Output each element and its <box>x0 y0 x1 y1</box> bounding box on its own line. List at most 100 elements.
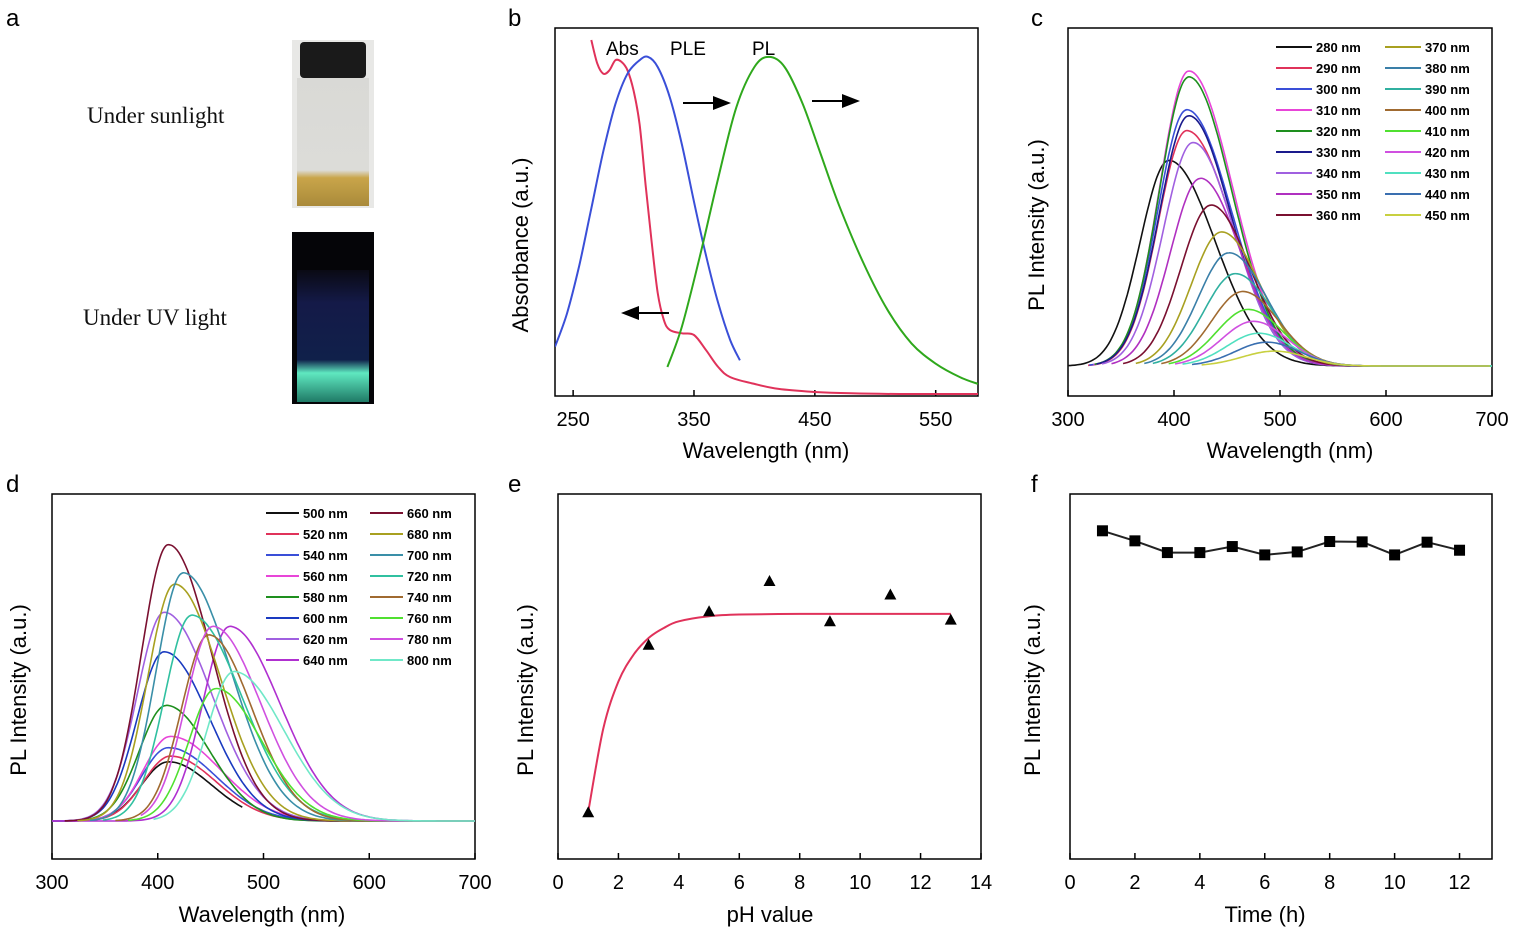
legend-label: 350 nm <box>1316 187 1361 202</box>
series-line-580-nm <box>52 704 475 822</box>
data-point-square <box>1291 546 1303 558</box>
x-tick-label: 6 <box>1259 872 1270 894</box>
c-xlabel: Wavelength (nm) <box>1207 438 1374 463</box>
x-tick-label: 8 <box>794 872 805 894</box>
anno-pl: PL <box>752 39 775 60</box>
anno-abs: Abs <box>606 39 639 60</box>
series-line-360-nm <box>1122 204 1492 367</box>
data-point-square <box>1129 535 1141 547</box>
legend-label: 320 nm <box>1316 124 1361 139</box>
series-line <box>1102 529 1460 556</box>
panel-label-e: e <box>508 471 521 498</box>
c-ylabel: PL Intensity (a.u.) <box>1024 139 1049 311</box>
legend-label: 720 nm <box>407 569 452 584</box>
panel-label-b: b <box>508 5 521 32</box>
legend-label: 440 nm <box>1425 187 1470 202</box>
legend-label: 540 nm <box>303 548 348 563</box>
x-tick-label: 550 <box>919 409 952 431</box>
legend-label: 370 nm <box>1425 40 1470 55</box>
panel-e: 0 2 4 6 8 10 12 14 pH value PL Intensity (a.u.) <box>513 493 992 927</box>
data-point-square <box>1226 541 1238 553</box>
legend-label: 500 nm <box>303 506 348 521</box>
x-tick-label: 350 <box>677 409 710 431</box>
x-tick-label: 250 <box>556 409 589 431</box>
legend-label: 400 nm <box>1425 103 1470 118</box>
legend-label: 580 nm <box>303 590 348 605</box>
legend-label: 330 nm <box>1316 145 1361 160</box>
vial-sunlight <box>297 78 369 206</box>
data-point-triangle <box>823 615 836 627</box>
x-tick-label: 8 <box>1324 872 1335 894</box>
d-xlabel: Wavelength (nm) <box>179 902 346 927</box>
vial-cap-sunlight <box>300 42 366 78</box>
x-tick-label: 700 <box>458 872 491 894</box>
sunlight-label: Under sunlight <box>87 103 225 128</box>
series-line-450-nm <box>1201 350 1490 367</box>
panel-label-c: c <box>1031 5 1043 32</box>
legend-label: 340 nm <box>1316 166 1361 181</box>
legend-label: 660 nm <box>407 506 452 521</box>
x-tick-label: 450 <box>798 409 831 431</box>
series-line-ple <box>555 55 741 361</box>
series-line-pl <box>666 55 978 385</box>
panel-f-frame <box>1069 493 1493 860</box>
arrow-abs-left <box>621 306 669 320</box>
legend-label: 640 nm <box>303 653 348 668</box>
series-line-800-nm <box>153 670 475 822</box>
legend-label: 280 nm <box>1316 40 1361 55</box>
data-point-square <box>1096 525 1108 537</box>
panel-e-frame <box>557 493 982 860</box>
legend-label: 780 nm <box>407 632 452 647</box>
data-point-triangle <box>763 575 776 587</box>
x-tick-label: 400 <box>1157 409 1190 431</box>
e-ylabel: PL Intensity (a.u.) <box>513 604 538 776</box>
data-point-square <box>1161 547 1173 559</box>
vial-uv <box>297 270 369 402</box>
legend-label: 620 nm <box>303 632 348 647</box>
data-point-triangle <box>642 638 655 650</box>
x-tick-label: 4 <box>1194 872 1205 894</box>
panel-b: 250 350 450 550 Abs PLE PL Wavelength (nm) … <box>508 27 979 463</box>
data-point-square <box>1389 549 1401 561</box>
legend-label: 560 nm <box>303 569 348 584</box>
legend-label: 390 nm <box>1425 82 1470 97</box>
legend-label: 520 nm <box>303 527 348 542</box>
panel-b-frame <box>554 27 979 397</box>
x-tick-label: 12 <box>909 872 931 894</box>
x-tick-label: 600 <box>353 872 386 894</box>
d-ylabel: PL Intensity (a.u.) <box>6 604 31 776</box>
panel-label-d: d <box>6 471 19 498</box>
legend-label: 300 nm <box>1316 82 1361 97</box>
data-point-triangle <box>703 605 716 617</box>
x-tick-label: 700 <box>1475 409 1508 431</box>
x-tick-label: 0 <box>1064 872 1075 894</box>
legend-label: 360 nm <box>1316 208 1361 223</box>
panel-a: Under sunlight Under UV light <box>83 40 374 404</box>
legend-label: 420 nm <box>1425 145 1470 160</box>
series-line-abs <box>590 39 978 396</box>
data-point-square <box>1194 547 1206 559</box>
data-point-triangle <box>884 588 897 600</box>
x-tick-label: 14 <box>970 872 992 894</box>
x-tick-label: 500 <box>247 872 280 894</box>
legend-label: 600 nm <box>303 611 348 626</box>
x-tick-label: 400 <box>141 872 174 894</box>
anno-ple: PLE <box>670 39 706 60</box>
x-tick-label: 300 <box>35 872 68 894</box>
arrow-pl-right <box>812 94 860 108</box>
x-tick-label: 0 <box>552 872 563 894</box>
b-xlabel: Wavelength (nm) <box>683 438 850 463</box>
series-line-410-nm <box>1168 308 1491 367</box>
data-point-square <box>1421 536 1433 548</box>
panel-c: 300 400 500 600 700 280 nm 290 nm 300 nm 310 nm… <box>1024 27 1509 463</box>
data-point-square <box>1454 544 1466 556</box>
uv-label: Under UV light <box>83 305 228 330</box>
b-ylabel: Absorbance (a.u.) <box>508 158 533 333</box>
series-line-420-nm <box>1174 320 1489 367</box>
legend-label: 800 nm <box>407 653 452 668</box>
legend-label: 740 nm <box>407 590 452 605</box>
legend-label: 380 nm <box>1425 61 1470 76</box>
data-point-square <box>1259 549 1271 561</box>
series-line-660-nm <box>64 543 475 822</box>
